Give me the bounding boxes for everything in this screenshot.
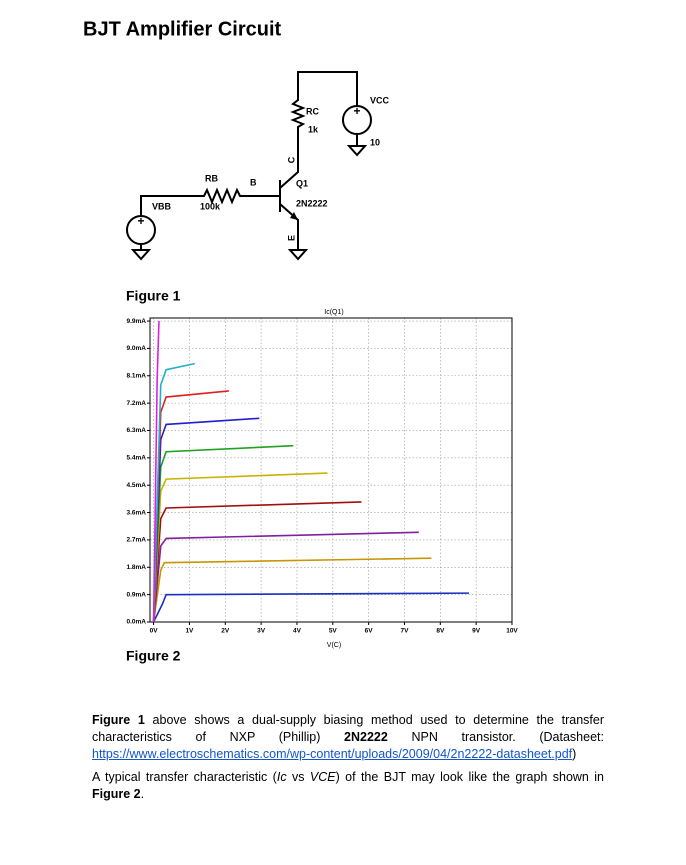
paragraph: Figure 1 above shows a dual-supply biasi…: [92, 712, 604, 763]
italic: Ic: [276, 770, 287, 784]
y-tick-label: 4.5mA: [126, 482, 146, 489]
y-tick-label: 0.9mA: [126, 591, 146, 598]
y-tick-label: 1.8mA: [126, 564, 146, 571]
x-tick-label: 10V: [506, 628, 518, 635]
figures: BJT Amplifier Circuit + + VCC RC 1k 10 R…: [83, 18, 518, 664]
text: vs: [286, 770, 310, 784]
bold: Figure 1: [92, 713, 145, 727]
bold: 2N2222: [344, 730, 388, 744]
y-tick-label: 3.6mA: [126, 509, 146, 516]
label: 1k: [308, 124, 319, 134]
curve: [152, 362, 195, 623]
body-text: Figure 1 above shows a dual-supply biasi…: [92, 712, 604, 809]
x-tick-label: 8V: [436, 628, 445, 635]
paragraph: A typical transfer characteristic (Ic vs…: [92, 769, 604, 803]
svg-text:+: +: [353, 104, 360, 118]
label: E: [286, 235, 296, 241]
x-tick-label: 2V: [221, 628, 230, 635]
x-tick-label: 7V: [400, 628, 409, 635]
title: BJT Amplifier Circuit: [83, 18, 282, 40]
text: .: [140, 787, 145, 801]
curve: [152, 321, 160, 623]
y-tick-label: 9.9mA: [126, 318, 146, 325]
y-tick-label: 8.1mA: [126, 372, 146, 379]
text: A typical transfer characteristic (: [92, 770, 277, 784]
chart-title: Ic(Q1): [324, 309, 343, 316]
circuit: + + VCC RC 1k 10 RB 100k B Q1 2N2222 VBB…: [126, 71, 390, 261]
plot-frame: [149, 317, 513, 623]
caption: Figure 2: [126, 648, 181, 664]
curve: [152, 531, 419, 623]
y-tick-label: 5.4mA: [126, 455, 146, 462]
curve: [152, 592, 469, 623]
x-tick-label: 3V: [257, 628, 266, 635]
curve: [152, 472, 328, 623]
x-tick-label: 4V: [293, 628, 302, 635]
label: VBB: [152, 201, 172, 211]
label: RC: [306, 106, 319, 116]
x-axis-label: V(C): [327, 642, 341, 649]
label: 100k: [200, 201, 221, 211]
plot: 0.0mA 0.9mA 1.8mA 2.7mA 3.6mA 4.5mA 5.4mA 6.3mA…: [126, 317, 518, 635]
x-tick-label: 9V: [472, 628, 481, 635]
text: NPN transistor. (Datasheet:: [387, 730, 604, 744]
curve: [152, 444, 294, 623]
text: above shows a dual-supply biasing method…: [92, 713, 604, 744]
italic: VCE: [309, 770, 336, 784]
label: 10: [370, 137, 380, 147]
y-tick-label: 0.0mA: [126, 619, 146, 626]
label: Q1: [296, 178, 308, 188]
label: B: [250, 177, 257, 187]
y-tick-label: 9.0mA: [126, 345, 146, 352]
curve: [152, 417, 260, 623]
x-tick-label: 6V: [365, 628, 374, 635]
caption: Figure 1: [126, 288, 181, 304]
y-tick-label: 6.3mA: [126, 427, 146, 434]
label: 2N2222: [296, 198, 328, 208]
label: C: [286, 156, 296, 163]
label: VCC: [370, 95, 390, 105]
x-tick-label: 5V: [329, 628, 338, 635]
link[interactable]: https://www.electroschematics.com/wp-con…: [92, 747, 573, 761]
y-tick-label: 2.7mA: [126, 537, 146, 544]
y-tick-label: 7.2mA: [126, 400, 146, 407]
curve: [152, 557, 432, 623]
text: ) of the BJT may look like the graph sho…: [335, 770, 604, 784]
x-tick-label: 0V: [150, 628, 159, 635]
text: ): [572, 747, 577, 761]
label: RB: [205, 173, 218, 183]
x-tick-label: 1V: [185, 628, 194, 635]
svg-text:+: +: [137, 214, 144, 228]
bold: Figure 2: [92, 787, 141, 801]
